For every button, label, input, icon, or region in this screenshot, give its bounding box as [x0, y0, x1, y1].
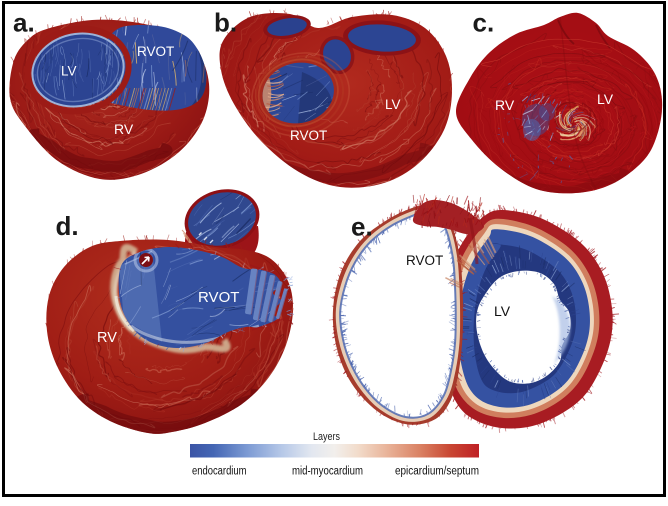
svg-text:LV: LV — [385, 97, 401, 112]
svg-text:RV: RV — [97, 330, 117, 346]
svg-text:c.: c. — [473, 8, 495, 38]
svg-text:Layers: Layers — [313, 431, 340, 443]
svg-text:RVOT: RVOT — [406, 253, 443, 268]
svg-text:RV: RV — [114, 121, 134, 137]
svg-text:RVOT: RVOT — [198, 289, 239, 306]
svg-text:LV: LV — [597, 91, 614, 107]
svg-text:e.: e. — [351, 212, 373, 242]
svg-text:RV: RV — [495, 97, 515, 113]
svg-text:mid-myocardium: mid-myocardium — [292, 466, 363, 478]
svg-text:b.: b. — [214, 8, 237, 38]
svg-text:epicardium/septum: epicardium/septum — [395, 466, 479, 478]
svg-text:a.: a. — [13, 8, 35, 38]
svg-text:LV: LV — [494, 303, 511, 319]
svg-text:d.: d. — [56, 211, 79, 241]
svg-text:RVOT: RVOT — [137, 44, 174, 59]
svg-text:RVOT: RVOT — [290, 128, 327, 143]
svg-text:LV: LV — [61, 64, 77, 79]
svg-text:endocardium: endocardium — [192, 466, 247, 478]
